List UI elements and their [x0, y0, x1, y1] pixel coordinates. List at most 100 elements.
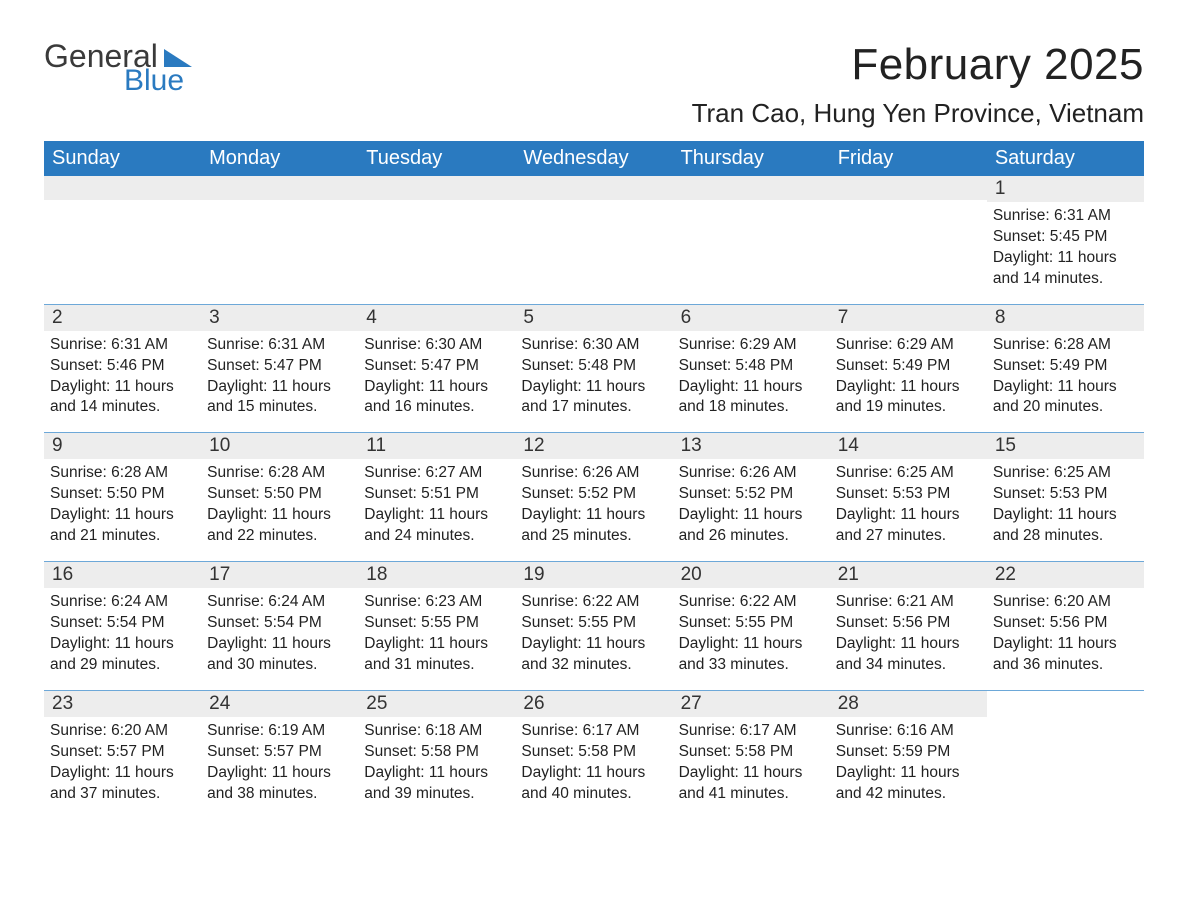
sunset-line: Sunset: 5:48 PM — [679, 356, 824, 377]
daylight-line: Daylight: 11 hours and 37 minutes. — [50, 763, 195, 805]
calendar-cell: 13 Sunrise: 6:26 AMSunset: 5:52 PMDayligh… — [673, 433, 830, 561]
calendar-cell: 25Sunrise: 6:18 AMSunset: 5:58 PMDayligh… — [358, 691, 515, 819]
calendar-cell: 6 Sunrise: 6:29 AMSunset: 5:48 PMDaylight… — [673, 305, 830, 433]
daylight-line: Daylight: 11 hours and 20 minutes. — [993, 377, 1138, 419]
daylight-line: Daylight: 11 hours and 17 minutes. — [521, 377, 666, 419]
calendar-cell: 9Sunrise: 6:28 AMSunset: 5:50 PMDaylight… — [44, 433, 201, 561]
daylight-line: Daylight: 11 hours and 41 minutes. — [679, 763, 824, 805]
sunrise-line: Sunrise: 6:31 AM — [207, 335, 352, 356]
day-number: 6 — [673, 305, 830, 331]
sunset-line: Sunset: 5:59 PM — [836, 742, 981, 763]
dow-sunday: Sunday — [44, 141, 201, 176]
calendar-cell: 21Sunrise: 6:21 AMSunset: 5:56 PMDayligh… — [830, 562, 987, 690]
daylight-line: Daylight: 11 hours and 32 minutes. — [521, 634, 666, 676]
calendar-cell: 1Sunrise: 6:31 AMSunset: 5:45 PMDaylight… — [987, 176, 1144, 304]
day-info: Sunrise: 6:18 AMSunset: 5:58 PMDaylight:… — [364, 721, 509, 805]
day-info: Sunrise: 6:31 AMSunset: 5:47 PMDaylight:… — [207, 335, 352, 419]
day-info: Sunrise: 6:28 AMSunset: 5:49 PMDaylight:… — [993, 335, 1138, 419]
sunrise-line: Sunrise: 6:17 AM — [521, 721, 666, 742]
calendar-cell: 18Sunrise: 6:23 AMSunset: 5:55 PMDayligh… — [358, 562, 515, 690]
calendar-cell — [358, 176, 515, 304]
sunset-line: Sunset: 5:52 PM — [521, 484, 666, 505]
sunset-line: Sunset: 5:47 PM — [207, 356, 352, 377]
daylight-line: Daylight: 11 hours and 31 minutes. — [364, 634, 509, 676]
sunrise-line: Sunrise: 6:20 AM — [993, 592, 1138, 613]
sunrise-line: Sunrise: 6:25 AM — [993, 463, 1138, 484]
sunset-line: Sunset: 5:54 PM — [50, 613, 195, 634]
sunset-line: Sunset: 5:53 PM — [993, 484, 1138, 505]
calendar-cell: 11Sunrise: 6:27 AMSunset: 5:51 PMDayligh… — [358, 433, 515, 561]
calendar: Sunday Monday Tuesday Wednesday Thursday… — [44, 141, 1144, 818]
day-number — [44, 176, 201, 200]
location-label: Tran Cao, Hung Yen Province, Vietnam — [692, 98, 1144, 129]
calendar-cell: 28Sunrise: 6:16 AMSunset: 5:59 PMDayligh… — [830, 691, 987, 819]
day-info: Sunrise: 6:28 AMSunset: 5:50 PMDaylight:… — [207, 463, 352, 547]
day-number: 13 — [673, 433, 830, 459]
sunset-line: Sunset: 5:58 PM — [364, 742, 509, 763]
sunset-line: Sunset: 5:58 PM — [521, 742, 666, 763]
daylight-line: Daylight: 11 hours and 21 minutes. — [50, 505, 195, 547]
sunrise-line: Sunrise: 6:30 AM — [521, 335, 666, 356]
sunset-line: Sunset: 5:49 PM — [836, 356, 981, 377]
day-number: 27 — [673, 691, 830, 717]
daylight-line: Daylight: 11 hours and 22 minutes. — [207, 505, 352, 547]
day-info: Sunrise: 6:26 AMSunset: 5:52 PMDaylight:… — [521, 463, 666, 547]
day-number: 19 — [515, 562, 672, 588]
calendar-cell: 24Sunrise: 6:19 AMSunset: 5:57 PMDayligh… — [201, 691, 358, 819]
sunrise-line: Sunrise: 6:24 AM — [50, 592, 195, 613]
day-info: Sunrise: 6:27 AMSunset: 5:51 PMDaylight:… — [364, 463, 509, 547]
sunrise-line: Sunrise: 6:25 AM — [836, 463, 981, 484]
calendar-cell — [515, 176, 672, 304]
calendar-cell — [830, 176, 987, 304]
day-number: 28 — [830, 691, 987, 717]
day-info: Sunrise: 6:31 AMSunset: 5:46 PMDaylight:… — [50, 335, 195, 419]
sunset-line: Sunset: 5:45 PM — [993, 227, 1138, 248]
logo: General Blue — [44, 40, 192, 96]
sunrise-line: Sunrise: 6:22 AM — [679, 592, 824, 613]
day-number: 12 — [515, 433, 672, 459]
day-number: 2 — [44, 305, 201, 331]
sunrise-line: Sunrise: 6:20 AM — [50, 721, 195, 742]
day-info: Sunrise: 6:22 AMSunset: 5:55 PMDaylight:… — [679, 592, 824, 676]
day-number: 4 — [358, 305, 515, 331]
calendar-cell: 4Sunrise: 6:30 AMSunset: 5:47 PMDaylight… — [358, 305, 515, 433]
day-number: 14 — [830, 433, 987, 459]
daylight-line: Daylight: 11 hours and 40 minutes. — [521, 763, 666, 805]
sunrise-line: Sunrise: 6:31 AM — [993, 206, 1138, 227]
day-info: Sunrise: 6:20 AMSunset: 5:56 PMDaylight:… — [993, 592, 1138, 676]
day-info: Sunrise: 6:29 AMSunset: 5:49 PMDaylight:… — [836, 335, 981, 419]
calendar-cell: 19 Sunrise: 6:22 AMSunset: 5:55 PMDayligh… — [515, 562, 672, 690]
calendar-week: 16Sunrise: 6:24 AMSunset: 5:54 PMDayligh… — [44, 561, 1144, 690]
day-info: Sunrise: 6:29 AMSunset: 5:48 PMDaylight:… — [679, 335, 824, 419]
sunset-line: Sunset: 5:52 PM — [679, 484, 824, 505]
sunrise-line: Sunrise: 6:26 AM — [679, 463, 824, 484]
sunset-line: Sunset: 5:57 PM — [50, 742, 195, 763]
daylight-line: Daylight: 11 hours and 26 minutes. — [679, 505, 824, 547]
sunset-line: Sunset: 5:47 PM — [364, 356, 509, 377]
calendar-cell: 12 Sunrise: 6:26 AMSunset: 5:52 PMDayligh… — [515, 433, 672, 561]
daylight-line: Daylight: 11 hours and 29 minutes. — [50, 634, 195, 676]
day-info: Sunrise: 6:22 AMSunset: 5:55 PMDaylight:… — [521, 592, 666, 676]
sunset-line: Sunset: 5:54 PM — [207, 613, 352, 634]
sunset-line: Sunset: 5:58 PM — [679, 742, 824, 763]
daylight-line: Daylight: 11 hours and 34 minutes. — [836, 634, 981, 676]
calendar-cell: 17Sunrise: 6:24 AMSunset: 5:54 PMDayligh… — [201, 562, 358, 690]
sunset-line: Sunset: 5:56 PM — [836, 613, 981, 634]
title-block: February 2025 Tran Cao, Hung Yen Provinc… — [692, 40, 1144, 129]
calendar-cell: 27Sunrise: 6:17 AMSunset: 5:58 PMDayligh… — [673, 691, 830, 819]
sunset-line: Sunset: 5:55 PM — [364, 613, 509, 634]
day-number: 3 — [201, 305, 358, 331]
sunrise-line: Sunrise: 6:18 AM — [364, 721, 509, 742]
day-info: Sunrise: 6:19 AMSunset: 5:57 PMDaylight:… — [207, 721, 352, 805]
daylight-line: Daylight: 11 hours and 36 minutes. — [993, 634, 1138, 676]
calendar-week: 1Sunrise: 6:31 AMSunset: 5:45 PMDaylight… — [44, 176, 1144, 304]
calendar-cell: 23Sunrise: 6:20 AMSunset: 5:57 PMDayligh… — [44, 691, 201, 819]
day-number: 20 — [673, 562, 830, 588]
sunrise-line: Sunrise: 6:29 AM — [836, 335, 981, 356]
day-info: Sunrise: 6:25 AMSunset: 5:53 PMDaylight:… — [836, 463, 981, 547]
sunrise-line: Sunrise: 6:29 AM — [679, 335, 824, 356]
calendar-week: 2 Sunrise: 6:31 AMSunset: 5:46 PMDaylight… — [44, 304, 1144, 433]
sunrise-line: Sunrise: 6:27 AM — [364, 463, 509, 484]
daylight-line: Daylight: 11 hours and 14 minutes. — [993, 248, 1138, 290]
day-info: Sunrise: 6:24 AMSunset: 5:54 PMDaylight:… — [207, 592, 352, 676]
